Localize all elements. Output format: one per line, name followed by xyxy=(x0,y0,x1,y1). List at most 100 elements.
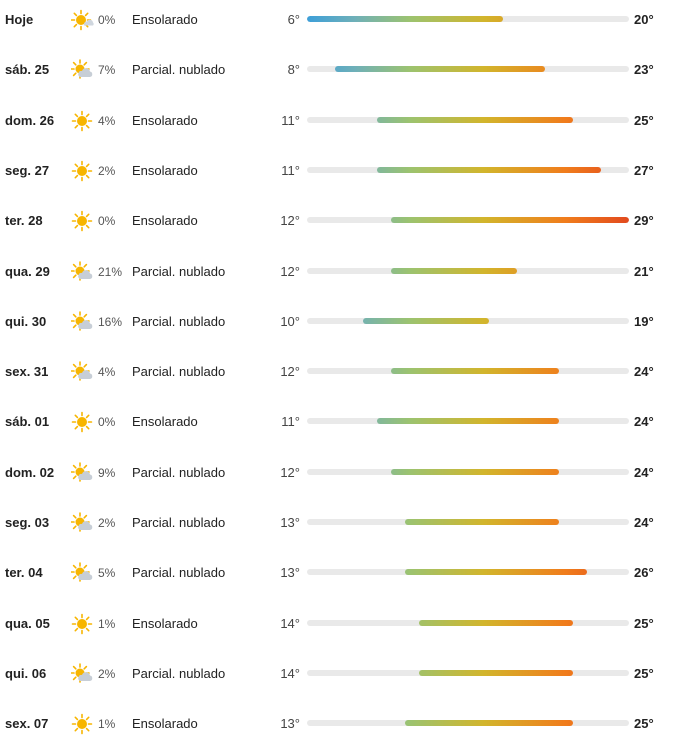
low-temp: 6° xyxy=(287,12,300,27)
forecast-row-4[interactable]: ter. 28 0% Ensolarado 12° 29° xyxy=(0,198,680,244)
condition-label: Parcial. nublado xyxy=(132,313,226,329)
temp-range-track xyxy=(307,217,629,224)
low-temp: 13° xyxy=(280,515,300,530)
high-temp: 25° xyxy=(634,615,654,631)
partly-cloudy-icon xyxy=(71,663,95,685)
high-temp: 24° xyxy=(634,464,654,480)
low-temp: 13° xyxy=(280,716,300,732)
day-label: seg. 27 xyxy=(5,162,50,178)
temp-range-bar xyxy=(391,217,629,224)
low-temp: 12° xyxy=(280,364,300,380)
temp-range-track xyxy=(307,418,629,425)
low-temp: 11° xyxy=(281,112,300,128)
precip-chance: 5% xyxy=(98,566,116,581)
day-label: sex. 07 xyxy=(5,716,49,732)
condition-label: Parcial. nublado xyxy=(132,515,226,530)
high-temp: 21° xyxy=(634,263,654,279)
partly-cloudy-icon xyxy=(71,59,95,81)
temp-range-bar xyxy=(419,619,573,626)
high-temp: 24° xyxy=(634,515,654,530)
day-label: sex. 31 xyxy=(5,364,49,380)
condition-label: Parcial. nublado xyxy=(132,665,226,681)
day-label: qua. 05 xyxy=(5,615,50,631)
low-temp: 14° xyxy=(280,615,300,631)
condition-label: Ensolarado xyxy=(132,213,198,229)
partly-cloudy-icon xyxy=(71,361,95,383)
high-temp: 25° xyxy=(634,716,654,732)
high-temp: 25° xyxy=(634,112,654,128)
high-temp: 25° xyxy=(634,665,654,681)
precip-chance: 0% xyxy=(98,13,116,27)
temp-range-track xyxy=(307,368,629,375)
day-label: sáb. 25 xyxy=(5,62,50,78)
temp-range-track xyxy=(307,267,629,274)
forecast-row-2[interactable]: dom. 26 4% Ensolarado 11° 25° xyxy=(0,98,680,144)
forecast-row-8[interactable]: sáb. 01 0% Ensolarado 11° 24° xyxy=(0,399,680,445)
temp-range-bar xyxy=(419,669,573,676)
temp-range-bar xyxy=(405,569,587,576)
precip-chance: 0% xyxy=(98,214,116,229)
forecast-row-6[interactable]: qui. 30 16% Parcial. nublado 10° 19° xyxy=(0,299,680,345)
day-label: ter. 04 xyxy=(5,565,43,581)
forecast-row-10[interactable]: seg. 03 2% Parcial. nublado 13° 24° xyxy=(0,500,680,546)
condition-label: Ensolarado xyxy=(132,112,198,128)
day-label: qua. 29 xyxy=(5,263,50,279)
temp-range-bar xyxy=(363,317,489,324)
partly-cloudy-icon xyxy=(71,562,95,584)
temp-range-bar xyxy=(405,519,559,525)
low-temp: 12° xyxy=(280,213,300,229)
day-label: dom. 26 xyxy=(5,112,55,128)
precip-chance: 1% xyxy=(98,616,116,631)
forecast-row-9[interactable]: dom. 02 9% Parcial. nublado 12° 24° xyxy=(0,450,680,496)
condition-label: Ensolarado xyxy=(132,12,198,27)
forecast-row-13[interactable]: qui. 06 2% Parcial. nublado 14° 25° xyxy=(0,651,680,697)
sun-icon xyxy=(71,210,95,232)
day-label: qui. 30 xyxy=(5,313,47,329)
temp-range-track xyxy=(307,569,629,576)
sun-icon xyxy=(71,110,95,132)
high-temp: 27° xyxy=(634,162,654,178)
forecast-row-11[interactable]: ter. 04 5% Parcial. nublado 13° 26° xyxy=(0,550,680,596)
precip-chance: 1% xyxy=(98,717,116,732)
condition-label: Parcial. nublado xyxy=(132,565,226,581)
temp-range-bar xyxy=(405,720,573,727)
forecast-row-0[interactable]: Hoje 0% Ensolarado 6° 20° xyxy=(0,0,680,43)
temp-range-track xyxy=(307,116,629,123)
temp-range-bar xyxy=(377,418,559,425)
sun-icon xyxy=(71,160,95,182)
low-temp: 13° xyxy=(280,565,300,581)
day-label: dom. 02 xyxy=(5,464,55,480)
precip-chance: 2% xyxy=(98,163,116,178)
forecast-row-3[interactable]: seg. 27 2% Ensolarado 11° 27° xyxy=(0,148,680,194)
forecast-row-7[interactable]: sex. 31 4% Parcial. nublado 12° 24° xyxy=(0,349,680,395)
precip-chance: 16% xyxy=(98,314,123,329)
temp-range-track xyxy=(307,166,629,173)
precip-chance: 0% xyxy=(98,415,116,430)
temp-range-bar xyxy=(391,468,559,475)
sun-icon xyxy=(71,713,95,735)
day-label: Hoje xyxy=(5,12,34,27)
partly-sunny-icon xyxy=(71,9,95,31)
forecast-row-14[interactable]: sex. 07 1% Ensolarado 13° 25° xyxy=(0,701,680,747)
high-temp: 19° xyxy=(634,313,654,329)
forecast-row-1[interactable]: sáb. 25 7% Parcial. nublado 8° 23° xyxy=(0,47,680,93)
precip-chance: 4% xyxy=(98,365,116,380)
precip-chance: 4% xyxy=(98,113,116,128)
low-temp: 8° xyxy=(287,62,300,78)
partly-cloudy-icon xyxy=(71,512,95,534)
precip-chance: 21% xyxy=(98,264,123,279)
high-temp: 24° xyxy=(634,364,654,380)
precip-chance: 2% xyxy=(98,516,116,530)
temp-range-bar xyxy=(377,166,601,173)
forecast-row-12[interactable]: qua. 05 1% Ensolarado 14° 25° xyxy=(0,601,680,647)
low-temp: 12° xyxy=(280,263,300,279)
partly-cloudy-icon xyxy=(71,260,95,283)
forecast-row-5[interactable]: qua. 29 21% Parcial. nublado 12° 21° xyxy=(0,249,680,295)
high-temp: 20° xyxy=(634,12,654,27)
temp-range-track xyxy=(307,66,629,73)
temp-range-track xyxy=(307,468,629,475)
temp-range-bar xyxy=(391,267,517,274)
high-temp: 26° xyxy=(634,565,654,581)
condition-label: Parcial. nublado xyxy=(132,464,226,480)
low-temp: 14° xyxy=(280,665,300,681)
